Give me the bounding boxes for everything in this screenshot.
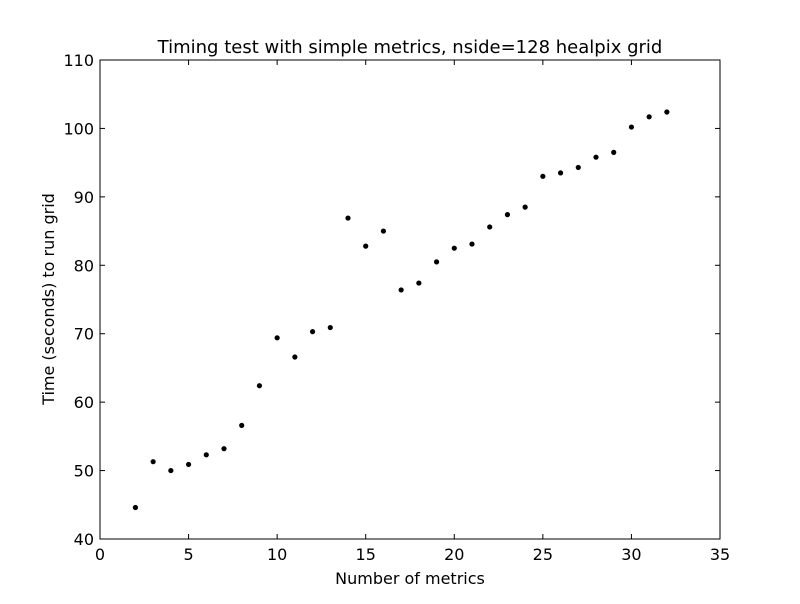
x-tick-label: 20	[444, 545, 464, 564]
x-tick-label: 25	[533, 545, 553, 564]
plot-area: 0 5 10 15 20 25 30 35 40 50 60 70 80 90 100 110	[63, 51, 730, 564]
data-point	[487, 224, 493, 230]
x-tick-label: 10	[267, 545, 287, 564]
x-tick-label: 5	[183, 545, 193, 564]
data-point	[646, 114, 652, 120]
data-point	[132, 504, 139, 511]
y-tick-label: 50	[74, 462, 94, 481]
data-point	[185, 461, 192, 468]
data-point	[168, 467, 174, 474]
data-point	[451, 245, 457, 251]
x-tick-label: 30	[621, 545, 641, 564]
data-point	[239, 422, 245, 429]
y-tick-label: 60	[74, 393, 94, 412]
data-point	[380, 228, 387, 234]
data-point	[593, 154, 599, 160]
x-tick-label: 35	[710, 545, 730, 564]
data-point	[628, 124, 635, 130]
data-point	[274, 335, 280, 341]
data-point	[433, 259, 440, 265]
y-tick-label: 80	[74, 256, 94, 275]
data-point	[557, 170, 564, 176]
data-point	[398, 287, 404, 293]
data-point	[345, 215, 351, 221]
data-point	[309, 329, 316, 335]
data-point	[540, 173, 546, 179]
data-point	[416, 280, 422, 286]
data-point	[203, 452, 209, 458]
data-point	[221, 446, 227, 452]
data-point	[150, 459, 156, 465]
x-tick-label: 15	[356, 545, 376, 564]
x-axis-label: Number of metrics	[335, 569, 485, 588]
y-axis-label: Time (seconds) to run grid	[39, 193, 58, 406]
data-point	[664, 109, 670, 115]
data-point	[469, 241, 475, 247]
data-point	[256, 383, 263, 389]
data-point	[611, 149, 617, 155]
y-tick-label: 40	[74, 530, 94, 549]
data-point	[292, 354, 298, 360]
data-point	[522, 204, 528, 210]
x-tick-label: 0	[95, 545, 105, 564]
chart-title: Timing test with simple metrics, nside=1…	[157, 37, 663, 58]
data-point	[363, 243, 369, 249]
y-tick-label: 90	[74, 188, 94, 207]
y-tick-label: 70	[74, 325, 94, 344]
data-point	[504, 212, 511, 218]
y-tick-label: 110	[63, 51, 94, 70]
data-point	[575, 164, 581, 171]
plot-frame	[99, 59, 721, 540]
y-tick-label: 100	[63, 119, 94, 138]
data-point	[327, 324, 333, 331]
